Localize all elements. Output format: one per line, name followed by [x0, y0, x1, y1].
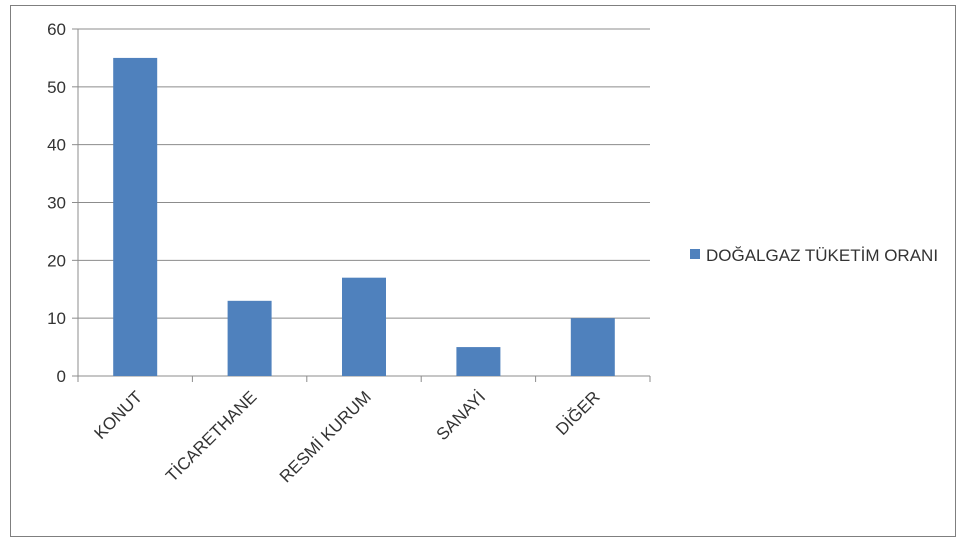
y-tick-label: 20	[47, 251, 66, 270]
bar-konut	[113, 57, 158, 377]
y-tick-label: 60	[47, 20, 66, 39]
bar-resmi̇-kurum	[342, 277, 386, 376]
x-tick-label: RESMİ KURUM	[276, 387, 375, 486]
x-tick-label: KONUT	[91, 387, 147, 443]
legend-label: DOĞALGAZ TÜKETİM ORANI	[706, 246, 939, 265]
legend-swatch	[690, 249, 700, 259]
x-tick-label: TİCARETHANE	[162, 387, 260, 485]
y-tick-label: 40	[47, 136, 66, 155]
y-tick-label: 50	[47, 78, 66, 97]
legend: DOĞALGAZ TÜKETİM ORANI	[690, 244, 950, 268]
x-tick-label: DİĞER	[552, 387, 604, 439]
bar-di̇ğer	[570, 318, 615, 376]
chart-frame	[10, 5, 956, 537]
x-tick-label: SANAYİ	[433, 387, 490, 444]
y-tick-label: 10	[47, 309, 66, 328]
bar-ti̇carethane	[227, 300, 272, 376]
y-tick-label: 0	[57, 367, 66, 386]
bar-sanayi̇	[456, 347, 501, 376]
y-tick-label: 30	[47, 194, 66, 213]
